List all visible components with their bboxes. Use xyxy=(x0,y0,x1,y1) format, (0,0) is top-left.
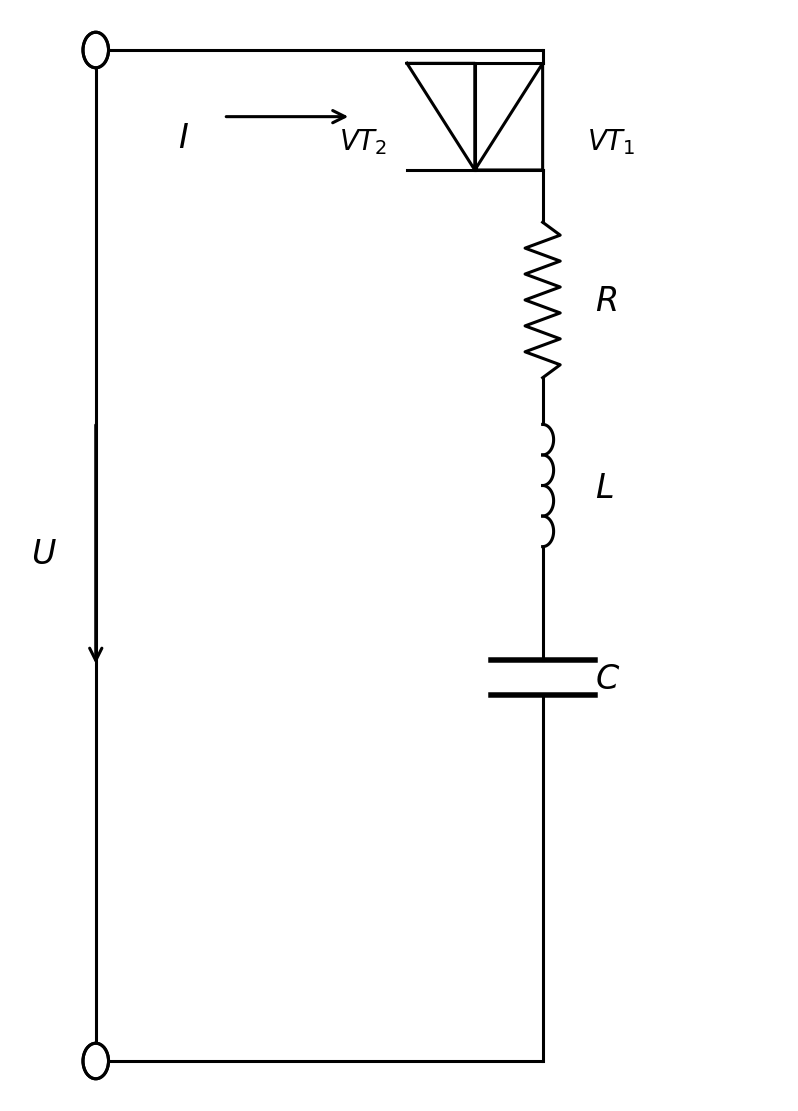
Circle shape xyxy=(83,32,109,68)
Text: $VT_1$: $VT_1$ xyxy=(587,128,635,157)
Text: $C$: $C$ xyxy=(595,664,620,695)
Text: $R$: $R$ xyxy=(595,287,617,318)
Text: $I$: $I$ xyxy=(178,123,189,154)
Text: $L$: $L$ xyxy=(595,473,613,504)
Text: $VT_2$: $VT_2$ xyxy=(338,128,387,157)
Text: $U$: $U$ xyxy=(31,540,57,571)
Circle shape xyxy=(83,1043,109,1079)
